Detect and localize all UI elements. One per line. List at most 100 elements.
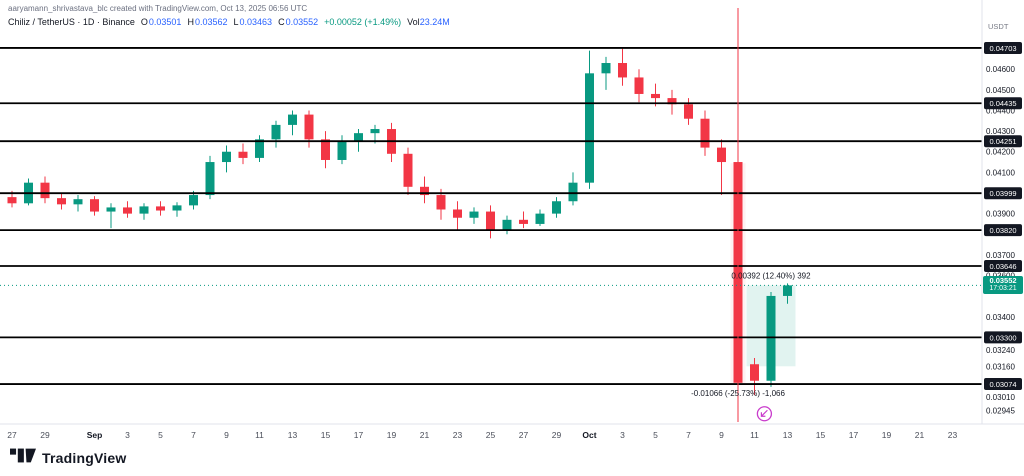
candle-body	[634, 77, 644, 94]
candle[interactable]	[106, 203, 116, 229]
time-axis-label: 25	[486, 430, 496, 440]
candle[interactable]	[568, 172, 578, 206]
price-level-badge[interactable]	[984, 224, 1022, 237]
price-level-badge-label: 0.04251	[989, 137, 1016, 146]
candle[interactable]	[766, 292, 776, 387]
candle[interactable]	[783, 283, 792, 304]
time-axis-label: 11	[255, 430, 264, 440]
time-axis-label: 5	[653, 430, 658, 440]
candle[interactable]	[535, 209, 545, 226]
time-axis-label: 19	[387, 430, 397, 440]
candle[interactable]	[288, 110, 297, 136]
candle[interactable]	[420, 176, 429, 204]
candle[interactable]	[40, 176, 50, 204]
candle[interactable]	[403, 147, 413, 196]
price-tick-label: 0.04200	[986, 148, 1015, 157]
candle[interactable]	[156, 201, 165, 216]
bar-countdown: 17:03:21	[989, 285, 1017, 293]
time-axis-label: 7	[686, 430, 691, 440]
time-axis-label: 9	[224, 430, 229, 440]
time-axis-label: 23	[453, 430, 463, 440]
price-tick-label: 0.03010	[986, 393, 1015, 402]
candle-body	[337, 141, 347, 160]
time-axis-label: 29	[552, 430, 562, 440]
price-level-badge[interactable]	[984, 187, 1022, 200]
candle[interactable]	[337, 135, 347, 165]
candle[interactable]	[90, 196, 99, 216]
candle[interactable]	[667, 89, 677, 115]
candle-body	[486, 211, 495, 231]
candle[interactable]	[453, 201, 462, 231]
candle-body	[40, 182, 50, 199]
time-axis-label: 17	[354, 430, 364, 440]
candle-body	[90, 199, 99, 212]
candle-body	[700, 118, 710, 148]
candle-body	[205, 162, 215, 196]
price-level-badge-label: 0.04703	[989, 44, 1016, 53]
circled-arrow-sticker-icon[interactable]	[756, 406, 773, 422]
price-tick-label: 0.03160	[986, 362, 1015, 371]
price-level-badge[interactable]	[984, 378, 1022, 391]
candle[interactable]	[469, 207, 479, 224]
tradingview-logo-text[interactable]: TradingView	[42, 450, 127, 466]
candle[interactable]	[222, 145, 231, 173]
price-level-badge[interactable]	[984, 41, 1022, 54]
current-price-badge[interactable]: 0.03552 17:03:21	[983, 276, 1023, 295]
candle[interactable]	[700, 110, 710, 156]
candle[interactable]	[57, 192, 66, 210]
symbol-info-row: Chiliz / TetherUS · 1D · Binance O0.0350…	[8, 17, 450, 27]
candle-body	[684, 104, 693, 119]
candle-body	[172, 205, 182, 211]
time-axis-label: 13	[288, 430, 298, 440]
candle-body	[750, 364, 759, 381]
candle[interactable]	[24, 178, 33, 206]
candle[interactable]	[618, 48, 627, 86]
candle[interactable]	[585, 50, 594, 189]
candle[interactable]	[502, 215, 512, 235]
candle[interactable]	[717, 139, 726, 196]
candle[interactable]	[205, 155, 215, 200]
candle[interactable]	[255, 135, 264, 163]
price-tick-label: 0.04300	[986, 127, 1015, 136]
sticker-arrow	[760, 409, 768, 417]
price-level-badge-label: 0.03074	[989, 380, 1016, 389]
ohlc-open: O0.03501	[140, 17, 182, 27]
price-tick-label: 0.02945	[986, 407, 1015, 416]
time-axis-label: 29	[40, 430, 50, 440]
candle[interactable]	[321, 131, 330, 169]
candle[interactable]	[486, 205, 495, 239]
price-level-badge-label: 0.04435	[989, 99, 1016, 108]
candle-body	[222, 151, 231, 163]
candle[interactable]	[172, 202, 182, 217]
price-level-badge[interactable]	[984, 97, 1022, 110]
price-level-badge[interactable]	[984, 135, 1022, 148]
price-level-badge[interactable]	[984, 260, 1022, 273]
candle[interactable]	[139, 203, 149, 220]
tradingview-logo-icon[interactable]	[10, 448, 36, 468]
candle-body	[420, 186, 429, 196]
candle[interactable]	[123, 201, 132, 218]
candle[interactable]	[519, 211, 528, 229]
symbol-title[interactable]: Chiliz / TetherUS · 1D · Binance	[8, 17, 135, 27]
measure-up-label: 0.00392 (12.40%) 392	[731, 271, 811, 280]
candle[interactable]	[634, 69, 644, 103]
candle[interactable]	[271, 120, 281, 148]
candle[interactable]	[684, 98, 693, 125]
axis-currency-label: USDT	[988, 22, 1009, 31]
candle[interactable]	[750, 358, 759, 396]
candle[interactable]	[238, 143, 248, 165]
price-level-badge[interactable]	[984, 331, 1022, 344]
candle-body	[370, 129, 380, 134]
candle-body	[57, 198, 66, 205]
candle-body	[766, 295, 776, 381]
candle-body	[552, 201, 561, 214]
candle-body	[403, 153, 413, 187]
candle[interactable]	[73, 195, 83, 212]
candle[interactable]	[387, 122, 396, 163]
candle-body	[667, 98, 677, 105]
candle-body	[139, 206, 149, 214]
time-axis-label: 3	[620, 430, 625, 440]
candle[interactable]	[601, 56, 611, 90]
candle[interactable]	[552, 197, 561, 218]
